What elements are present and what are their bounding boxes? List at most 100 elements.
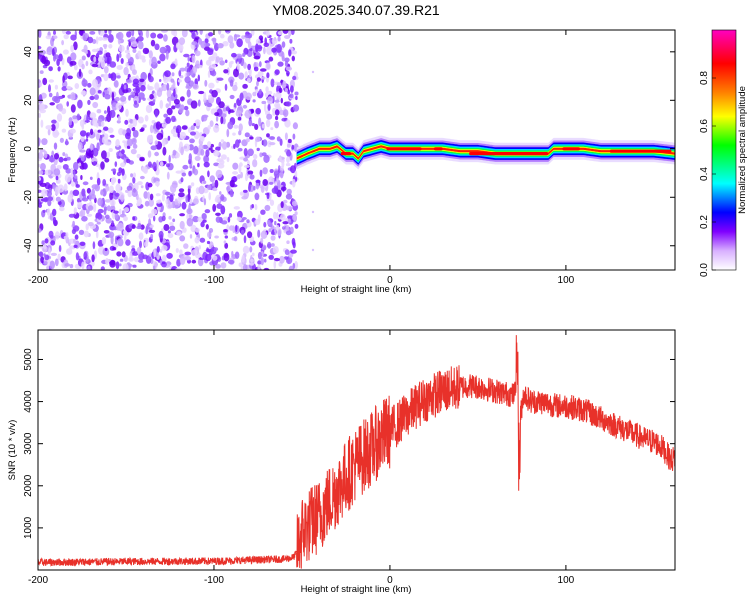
noise-blob bbox=[292, 214, 297, 221]
noise-blob bbox=[242, 83, 248, 89]
noise-blob bbox=[249, 70, 252, 78]
noise-blob bbox=[38, 228, 42, 233]
noise-blob bbox=[83, 162, 88, 170]
noise-blob bbox=[95, 230, 99, 239]
noise-blob bbox=[226, 128, 230, 138]
noise-blob bbox=[128, 124, 134, 129]
noise-blob bbox=[265, 86, 269, 93]
noise-blob bbox=[257, 251, 262, 260]
colorbar-tick-label: 0.0 bbox=[699, 263, 710, 277]
noise-blob bbox=[237, 116, 242, 121]
noise-blob bbox=[125, 239, 131, 246]
noise-blob bbox=[126, 31, 132, 38]
noise-blob bbox=[256, 77, 261, 82]
noise-blob bbox=[217, 43, 224, 49]
noise-blob bbox=[152, 265, 156, 270]
noise-blob bbox=[81, 79, 88, 87]
noise-blob bbox=[180, 177, 184, 183]
noise-blob bbox=[151, 90, 155, 95]
noise-blob bbox=[50, 240, 56, 246]
noise-blob bbox=[285, 101, 292, 107]
noise-blob bbox=[61, 86, 68, 92]
noise-blob bbox=[246, 219, 250, 224]
noise-blob bbox=[158, 230, 164, 239]
noise-blob bbox=[127, 190, 133, 198]
noise-blob bbox=[171, 72, 175, 77]
noise-blob bbox=[50, 37, 54, 47]
noise-blob bbox=[195, 60, 200, 69]
noise-blob bbox=[221, 113, 227, 118]
noise-blob bbox=[238, 164, 242, 174]
noise-blob bbox=[132, 143, 138, 149]
noise-blob bbox=[284, 132, 288, 141]
noise-blob bbox=[39, 103, 45, 112]
noise-blob bbox=[270, 235, 276, 241]
noise-blob bbox=[55, 196, 62, 202]
noise-blob bbox=[295, 95, 298, 101]
noise-blob bbox=[274, 69, 280, 75]
noise-blob bbox=[161, 194, 165, 202]
noise-blob bbox=[128, 94, 135, 98]
noise-blob bbox=[159, 248, 163, 253]
noise-blob bbox=[249, 262, 254, 266]
noise-blob bbox=[285, 230, 292, 236]
noise-blob bbox=[166, 252, 173, 259]
noise-blob bbox=[72, 115, 78, 120]
noise-blob bbox=[216, 77, 224, 81]
noise-blob bbox=[119, 263, 122, 267]
noise-blob bbox=[159, 46, 167, 54]
noise-blob bbox=[102, 247, 110, 256]
noise-blob bbox=[183, 243, 189, 249]
noise-blob bbox=[103, 208, 107, 216]
noise-blob bbox=[154, 43, 160, 51]
noise-blob bbox=[70, 167, 74, 175]
noise-blob bbox=[156, 88, 163, 97]
noise-blob bbox=[150, 32, 157, 39]
noise-blob bbox=[268, 228, 272, 233]
noise-blob bbox=[212, 203, 217, 212]
noise-blob bbox=[233, 124, 239, 129]
noise-blob bbox=[109, 109, 116, 118]
noise-blob bbox=[191, 249, 198, 256]
noise-blob bbox=[77, 142, 83, 151]
noise-blob bbox=[288, 265, 294, 270]
spectrogram-x-label: Height of straight line (km) bbox=[301, 284, 412, 295]
noise-blob bbox=[247, 41, 252, 49]
noise-blob bbox=[173, 98, 180, 105]
noise-blob bbox=[238, 123, 243, 132]
noise-blob bbox=[245, 92, 252, 101]
noise-blob bbox=[200, 221, 205, 228]
noise-blob bbox=[97, 129, 102, 133]
noise-blob bbox=[145, 255, 152, 264]
noise-blob bbox=[213, 124, 220, 133]
x-tick-label: 100 bbox=[558, 575, 575, 586]
noise-blob bbox=[107, 127, 114, 134]
noise-blob bbox=[165, 51, 169, 60]
noise-blob bbox=[275, 115, 279, 121]
noise-blob bbox=[190, 125, 195, 131]
noise-blob bbox=[205, 253, 212, 262]
noise-blob bbox=[50, 124, 56, 132]
noise-blob bbox=[286, 240, 290, 244]
noise-blob bbox=[52, 216, 57, 225]
noise-blob bbox=[115, 102, 122, 111]
noise-blob bbox=[75, 184, 80, 188]
noise-blob bbox=[260, 237, 264, 244]
noise-blob bbox=[91, 254, 95, 263]
signal-peak bbox=[562, 147, 580, 151]
noise-blob bbox=[188, 170, 192, 177]
noise-blob bbox=[93, 161, 97, 166]
noise-blob bbox=[57, 253, 61, 261]
noise-blob bbox=[138, 55, 146, 60]
noise-blob bbox=[56, 165, 62, 170]
noise-blob bbox=[215, 115, 219, 122]
noise-blob bbox=[161, 30, 168, 33]
noise-blob bbox=[263, 267, 270, 270]
noise-blob bbox=[61, 128, 67, 133]
noise-blob bbox=[87, 205, 94, 211]
noise-blob bbox=[284, 35, 291, 39]
noise-blob bbox=[192, 215, 200, 223]
noise-blob bbox=[136, 202, 141, 207]
noise-blob bbox=[132, 78, 139, 85]
